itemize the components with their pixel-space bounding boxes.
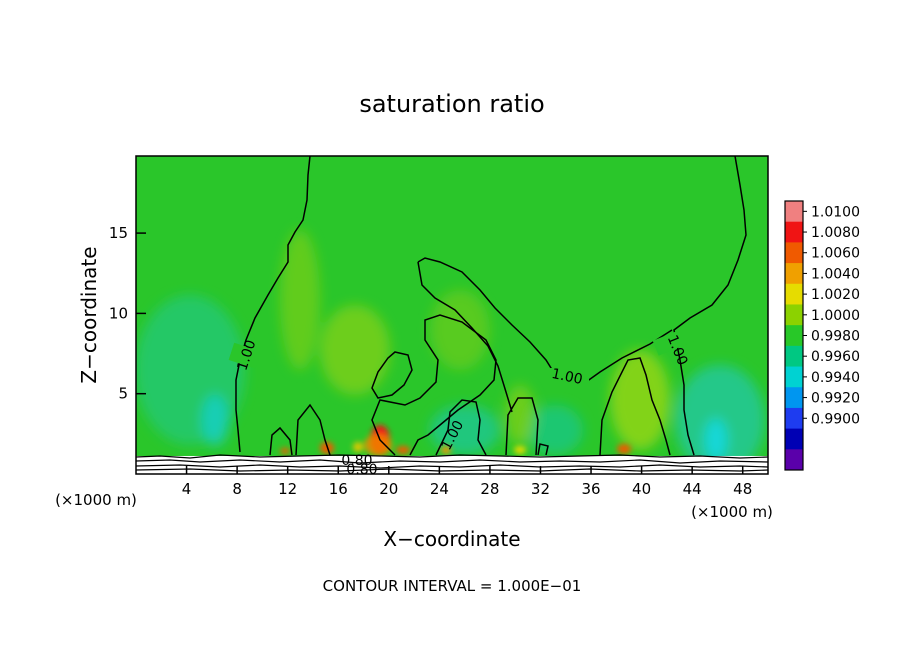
x-tick-label: 28 <box>480 480 499 498</box>
colorbar-swatch <box>785 366 803 388</box>
hotspot <box>353 442 363 452</box>
field-shading <box>136 230 765 474</box>
colorbar-swatch <box>785 242 803 264</box>
hotspot <box>514 446 526 454</box>
hotspot <box>280 448 290 454</box>
x-tick-label: 40 <box>632 480 651 498</box>
hotspot <box>364 434 392 456</box>
plot-frame <box>135 155 769 475</box>
contour-1.00-bump <box>505 397 539 456</box>
contour-1.00-mid <box>371 314 497 456</box>
colorbar-label: 0.9960 <box>811 349 860 365</box>
colorbar-label: 1.0020 <box>811 287 860 303</box>
colorbar-label: 1.0100 <box>811 204 860 220</box>
colorbar-label: 0.9920 <box>811 391 860 407</box>
moist-region <box>201 394 229 446</box>
colorbar: 1.0100 1.0080 1.0060 1.0040 1.0020 1.0000 0.99… <box>784 200 860 471</box>
hotspot <box>441 446 451 454</box>
contour-1.00-blob <box>599 357 671 456</box>
moist-region <box>704 418 728 462</box>
contour-label: 0.80 <box>341 453 372 469</box>
contour-label-group: 1.00 1.00 1.00 1.00 0.80 0.80 <box>228 325 696 478</box>
supersat-region <box>280 230 320 370</box>
colorbar-swatch <box>785 263 803 285</box>
colorbar-swatch <box>785 407 803 430</box>
x-tick-label: 36 <box>581 480 600 498</box>
contour-lines <box>235 156 747 456</box>
plot-area: 1.00 1.00 1.00 1.00 0.80 0.80 <box>136 156 768 478</box>
colorbar-swatch <box>785 201 803 223</box>
chart-title: saturation ratio <box>359 90 544 118</box>
supersat-region <box>610 350 670 450</box>
colorbar-swatch <box>785 283 803 305</box>
contour-1.00-upper-left <box>417 261 513 413</box>
colorbar-swatch <box>785 387 803 409</box>
contour-1.00-right <box>673 156 747 456</box>
x-tick-label: 48 <box>733 480 752 498</box>
hotspot <box>617 444 631 454</box>
colorbar-swatch <box>785 449 803 471</box>
supersat-region <box>505 385 535 445</box>
x-tick-label: 32 <box>531 480 550 498</box>
contour-1.00-small <box>537 443 549 456</box>
colorbar-label: 1.0080 <box>811 225 860 241</box>
y-axis: 5 10 15 <box>109 224 146 403</box>
moist-region <box>527 405 583 455</box>
contour-label: 0.80 <box>346 462 377 478</box>
contour-1.00-hook <box>435 399 487 456</box>
y-tick-label: 15 <box>109 224 128 242</box>
colorbar-swatch <box>785 325 803 347</box>
x-tick-label: 8 <box>232 480 242 498</box>
colorbar-label: 0.9900 <box>811 411 860 427</box>
x-tick-label: 24 <box>430 480 449 498</box>
supersat-region <box>320 305 390 395</box>
colorbar-swatch <box>785 304 803 326</box>
x-tick-label: 20 <box>379 480 398 498</box>
x-unit-left: (×1000 m) <box>55 491 137 509</box>
x-tick-label: 4 <box>182 480 192 498</box>
colorbar-label: 1.0060 <box>811 246 860 262</box>
colorbar-swatch <box>785 221 803 243</box>
contour-label: 1.00 <box>550 366 584 388</box>
contour-1.00-loop-small <box>371 351 413 399</box>
colorbar-label: 1.0040 <box>811 266 860 282</box>
contour-1.00-left <box>235 156 311 453</box>
colorbar-label: 0.9980 <box>811 329 860 345</box>
contour-1.00-upper <box>417 257 673 383</box>
x-unit-right: (×1000 m) <box>691 503 773 521</box>
x-axis-label: X−coordinate <box>383 527 520 551</box>
ground-contours <box>136 454 768 472</box>
colorbar-label: 1.0000 <box>811 308 860 324</box>
x-tick-label: 44 <box>683 480 702 498</box>
x-tick-label: 16 <box>329 480 348 498</box>
colorbar-label: 0.9940 <box>811 370 860 386</box>
contour-1.00-inner <box>269 426 293 456</box>
colorbar-swatch <box>785 428 803 450</box>
contour-interval: CONTOUR INTERVAL = 1.000E−01 <box>323 577 582 595</box>
y-tick-label: 5 <box>118 385 128 403</box>
moist-region <box>430 405 500 455</box>
supersat-region <box>430 290 490 370</box>
contour-1.00-arch <box>295 403 331 456</box>
x-axis: 4 8 12 16 20 24 28 32 36 40 44 48 <box>182 466 752 498</box>
colorbar-swatch <box>785 345 803 368</box>
hotspot <box>396 446 410 454</box>
y-tick-label: 10 <box>109 304 128 322</box>
y-axis-label: Z−coordinate <box>77 246 101 383</box>
x-tick-label: 12 <box>278 480 297 498</box>
